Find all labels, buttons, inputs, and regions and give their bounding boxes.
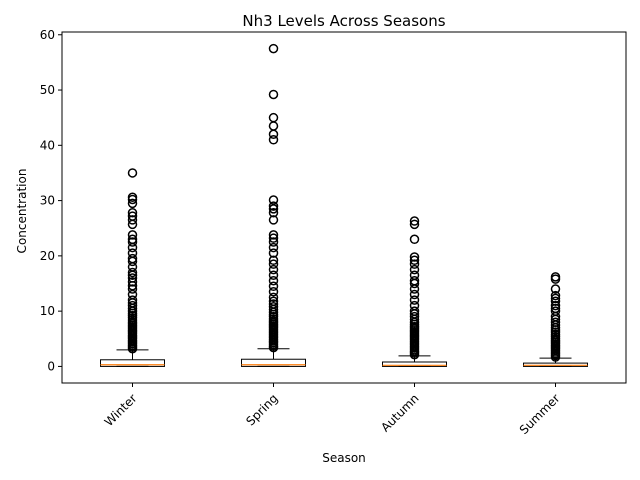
outlier-point-winter [127, 277, 138, 287]
outlier-point-spring [268, 89, 279, 100]
outlier-point-autumn [409, 234, 420, 245]
box-winter [100, 359, 165, 367]
outlier-point-autumn [409, 289, 420, 300]
y-tick-label: 30 [40, 194, 55, 208]
outlier-point-spring [268, 292, 279, 303]
plot-frame [61, 31, 627, 384]
y-tick-label: 0 [47, 359, 55, 373]
outlier-point-spring [268, 259, 279, 269]
outlier-point-winter [127, 267, 138, 278]
outlier-point-summer [550, 296, 561, 306]
outlier-point-autumn [409, 300, 420, 311]
outlier-point-autumn [409, 264, 420, 275]
outlier-point-summer [550, 306, 561, 316]
outlier-point-winter [127, 215, 138, 225]
outlier-point-autumn [409, 295, 420, 305]
outlier-point-winter [127, 237, 138, 247]
outlier-point-spring [268, 230, 279, 240]
outlier-point-winter [127, 211, 138, 221]
outlier-point-winter [127, 234, 138, 245]
outlier-point-summer [550, 317, 561, 327]
outlier-point-winter [127, 273, 138, 283]
outlier-point-winter [127, 168, 138, 178]
x-axis-label: Season [322, 451, 366, 465]
outlier-point-summer [550, 272, 561, 282]
outlier-point-spring [268, 264, 279, 275]
outlier-point-spring [268, 129, 279, 140]
x-tick-label-autumn: Autumn [378, 391, 421, 434]
outlier-point-spring [268, 233, 279, 243]
outlier-point-autumn [409, 270, 420, 280]
outlier-point-autumn [409, 259, 420, 269]
outlier-point-spring [268, 43, 279, 54]
outlier-point-winter [127, 192, 138, 203]
outlier-point-autumn [409, 219, 420, 230]
outlier-point-spring [268, 112, 279, 123]
y-tick-label: 50 [40, 83, 55, 97]
outlier-point-winter [127, 198, 138, 209]
outlier-point-summer [550, 290, 561, 301]
outlier-point-winter [127, 295, 138, 305]
outlier-point-winter [127, 284, 138, 294]
outlier-point-winter [127, 300, 138, 311]
outlier-point-autumn [409, 311, 420, 322]
x-tick-label-spring: Spring [243, 391, 280, 428]
outlier-point-spring [268, 275, 279, 286]
outlier-point-spring [268, 296, 279, 306]
outlier-point-spring [268, 135, 279, 145]
outlier-point-spring [268, 255, 279, 266]
outlier-point-spring [268, 201, 279, 211]
y-tick-label: 40 [40, 138, 55, 152]
outlier-point-spring [268, 299, 279, 309]
y-tick-label: 60 [40, 28, 55, 42]
outlier-point-winter [127, 248, 138, 258]
outlier-point-spring [268, 270, 279, 280]
outlier-point-autumn [409, 275, 420, 286]
chart-title: Nh3 Levels Across Seasons [242, 12, 445, 30]
plot-area: 0 10 20 30 40 50 60 Winter Spring Autumn Summer [40, 28, 627, 437]
outlier-point-autumn [409, 216, 420, 226]
y-axis-label: Concentration [15, 169, 29, 254]
outlier-point-summer [550, 303, 561, 314]
outlier-point-winter [127, 253, 138, 264]
outlier-point-spring [268, 248, 279, 258]
outlier-point-spring [268, 121, 279, 131]
outlier-point-autumn [409, 255, 420, 266]
outlier-point-spring [268, 208, 279, 218]
outlier-point-spring [268, 301, 279, 312]
outlier-point-spring [268, 204, 279, 214]
outlier-point-spring [268, 281, 279, 292]
outlier-point-spring [268, 287, 279, 297]
outlier-point-summer [550, 300, 561, 311]
box-autumn [382, 361, 447, 367]
outlier-point-winter [127, 208, 138, 218]
outlier-point-winter [127, 230, 138, 240]
outlier-point-spring [268, 237, 279, 247]
outlier-point-winter [127, 289, 138, 300]
outlier-point-autumn [409, 252, 420, 262]
x-tick-label-summer: Summer [517, 391, 563, 437]
outlier-point-summer [550, 293, 561, 304]
y-tick-label: 10 [40, 304, 55, 318]
x-tick-label-winter: Winter [102, 391, 140, 429]
outlier-point-autumn [409, 306, 420, 316]
outlier-point-spring [268, 195, 279, 205]
y-tick-label: 20 [40, 249, 55, 263]
outlier-point-spring [268, 242, 279, 253]
box-spring [241, 358, 306, 367]
outlier-point-summer [550, 284, 561, 294]
outlier-point-spring [268, 215, 279, 225]
